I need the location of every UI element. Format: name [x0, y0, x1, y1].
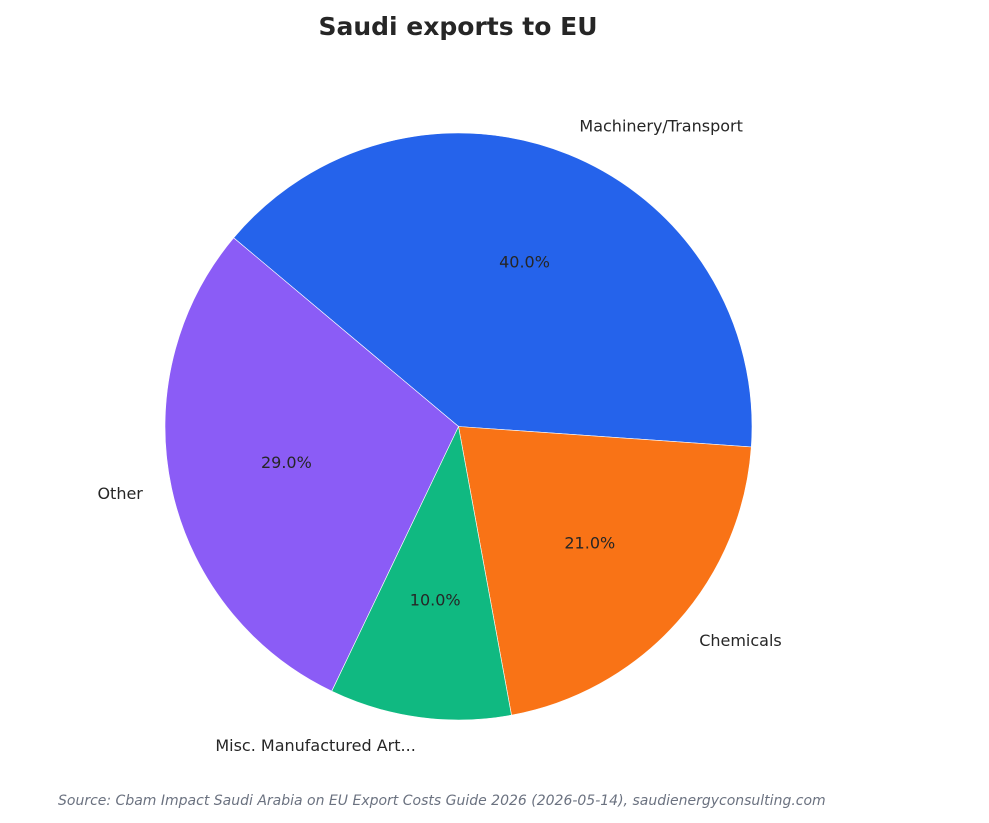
chart-title: Saudi exports to EU [318, 12, 597, 41]
slice-label-misc-manufactured-art: Misc. Manufactured Art... [215, 736, 415, 755]
pie-slice-machinery-transport [233, 132, 753, 448]
pie-slice-misc-manufactured-art [331, 425, 512, 721]
pie-slices [164, 132, 753, 721]
slice-label-other: Other [97, 484, 143, 503]
pie-slice-chemicals [458, 426, 752, 716]
pct-label-chemicals: 21.0% [564, 533, 615, 552]
slice-label-chemicals: Chemicals [699, 631, 782, 650]
pct-label-other: 29.0% [261, 453, 312, 472]
source-note: Source: Cbam Impact Saudi Arabia on EU E… [58, 793, 826, 809]
pct-label-misc-manufactured-art: 10.0% [410, 591, 461, 610]
pie-slice-other [164, 237, 459, 692]
pct-label-machinery-transport: 40.0% [499, 253, 550, 272]
pie-labels: 40.0% Machinery/Transport 21.0% Chemicals 10… [97, 117, 781, 755]
slice-label-machinery-transport: Machinery/Transport [579, 117, 743, 136]
